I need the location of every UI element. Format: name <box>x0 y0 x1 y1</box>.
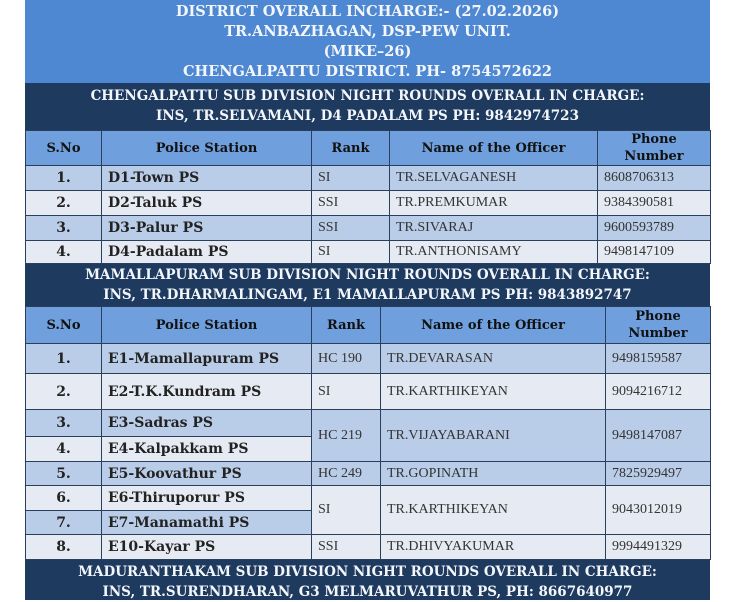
table-row: 6. E6-Thiruporur PS SI TR.KARTHIKEYAN 904301… <box>25 485 711 535</box>
station: D1-Town PS <box>101 165 312 191</box>
table-row: 8. E10-Kayar PS SSI TR.DHIVYAKUMAR 999449132… <box>25 534 711 560</box>
table-row: 4. D4-Padalam PS SI TR.ANTHONISAMY 949814710… <box>25 240 711 264</box>
rank: SSI <box>311 215 390 241</box>
section-header-maduranthakam: MADURANTHAKAM SUB DIVISION NIGHT ROUNDS … <box>25 560 710 600</box>
table-row: 4. E4-Kalpakkam PS <box>25 436 711 462</box>
district-header: DISTRICT OVERALL INCHARGE:- (27.02.2026)… <box>25 0 710 83</box>
phone: 9600593789 <box>597 215 711 241</box>
officer: TR.DHIVYAKUMAR <box>380 534 606 560</box>
rank: HC 249 <box>311 461 381 486</box>
station: D3-Palur PS <box>101 215 312 241</box>
phone: 9498159587 <box>605 343 711 374</box>
phone: 9498147109 <box>597 240 711 264</box>
mamallapuram-table: S.No Police Station Rank Name of the Office… <box>25 306 711 560</box>
header-line: TR.ANBAZHAGAN, DSP-PEW UNIT. <box>224 23 511 40</box>
col-name: Name of the Officer <box>380 306 606 344</box>
col-phone: Phone Number <box>597 130 711 166</box>
col-station: Police Station <box>101 306 312 344</box>
sno: 1. <box>25 343 102 374</box>
col-phone: Phone Number <box>605 306 711 344</box>
table-row: 2. E2-T.K.Kundram PS SI TR.KARTHIKEYAN 90942… <box>25 373 711 410</box>
rank: SI <box>311 485 381 535</box>
sno: 6. <box>25 485 102 511</box>
sno: 3. <box>25 409 102 437</box>
sno: 3. <box>25 215 102 241</box>
phone: 9094216712 <box>605 373 711 410</box>
officer: TR.DEVARASAN <box>380 343 606 374</box>
duty-roster: DISTRICT OVERALL INCHARGE:- (27.02.2026)… <box>25 0 711 600</box>
station: E7-Manamathi PS <box>101 510 312 535</box>
section-header-chengalpattu: CHENGALPATTU SUB DIVISION NIGHT ROUNDS O… <box>25 83 710 130</box>
sno: 1. <box>25 165 102 191</box>
station: D2-Taluk PS <box>101 190 312 216</box>
col-station: Police Station <box>101 130 312 166</box>
rank: HC 190 <box>311 343 381 374</box>
officer: TR.SELVAGANESH <box>389 165 598 191</box>
phone: 8608706313 <box>597 165 711 191</box>
officer: TR.PREMKUMAR <box>389 190 598 216</box>
officer: TR.VIJAYABARANI <box>380 409 606 462</box>
table-row: 2. D2-Taluk PS SSI TR.PREMKUMAR 9384390581 <box>25 190 711 216</box>
section-subtitle: INS, TR.DHARMALINGAM, E1 MAMALLAPURAM PS… <box>103 287 632 303</box>
sno: 5. <box>25 461 102 486</box>
col-sno: S.No <box>25 306 102 344</box>
station: E6-Thiruporur PS <box>101 485 312 511</box>
rank: HC 219 <box>311 409 381 462</box>
sno: 2. <box>25 190 102 216</box>
phone: 7825929497 <box>605 461 711 486</box>
officer: TR.KARTHIKEYAN <box>380 485 606 535</box>
section-subtitle: INS, TR.SURENDHARAN, G3 MELMARUVATHUR PS… <box>102 584 633 600</box>
station: E2-T.K.Kundram PS <box>101 373 312 410</box>
sno: 4. <box>25 436 102 462</box>
col-rank: Rank <box>311 306 381 344</box>
rank: SI <box>311 240 390 264</box>
col-rank: Rank <box>311 130 390 166</box>
officer: TR.ANTHONISAMY <box>389 240 598 264</box>
col-sno: S.No <box>25 130 102 166</box>
phone: 9384390581 <box>597 190 711 216</box>
table-row: 5. E5-Koovathur PS HC 249 TR.GOPINATH 782592… <box>25 461 711 486</box>
station: E4-Kalpakkam PS <box>101 436 312 462</box>
section-title: MAMALLAPURAM SUB DIVISION NIGHT ROUNDS O… <box>85 267 650 283</box>
header-line: (MIKE–26) <box>323 43 412 60</box>
table-row: 1. E1-Mamallapuram PS HC 190 TR.DEVARASAN 94… <box>25 343 711 374</box>
table-row: 1. D1-Town PS SI TR.SELVAGANESH 8608706313 <box>25 165 711 191</box>
section-title: MADURANTHAKAM SUB DIVISION NIGHT ROUNDS … <box>78 564 657 580</box>
sno: 2. <box>25 373 102 410</box>
header-line: DISTRICT OVERALL INCHARGE:- (27.02.2026) <box>175 3 560 20</box>
officer: TR.GOPINATH <box>380 461 606 486</box>
station: E3-Sadras PS <box>101 409 312 437</box>
section-subtitle: INS, TR.SELVAMANI, D4 PADALAM PS PH: 984… <box>156 108 579 124</box>
header-line: CHENGALPATTU DISTRICT. PH- 8754572622 <box>182 63 552 80</box>
station: D4-Padalam PS <box>101 240 312 264</box>
officer: TR.SIVARAJ <box>389 215 598 241</box>
phone: 9498147087 <box>605 409 711 462</box>
rank: SSI <box>311 190 390 216</box>
sno: 8. <box>25 534 102 560</box>
table-row: 3. D3-Palur PS SSI TR.SIVARAJ 9600593789 <box>25 215 711 241</box>
officer: TR.KARTHIKEYAN <box>380 373 606 410</box>
section-title: CHENGALPATTU SUB DIVISION NIGHT ROUNDS O… <box>90 88 645 104</box>
sno: 7. <box>25 510 102 535</box>
phone: 9043012019 <box>605 485 711 535</box>
rank: SI <box>311 373 381 410</box>
rank: SI <box>311 165 390 191</box>
station: E1-Mamallapuram PS <box>101 343 312 374</box>
station: E10-Kayar PS <box>101 534 312 560</box>
sno: 4. <box>25 240 102 264</box>
section-header-mamallapuram: MAMALLAPURAM SUB DIVISION NIGHT ROUNDS O… <box>25 264 710 306</box>
col-name: Name of the Officer <box>389 130 598 166</box>
chengalpattu-table: S.No Police Station Rank Name of the Office… <box>25 130 711 264</box>
table-row: 3. E3-Sadras PS HC 219 TR.VIJAYABARANI 94981… <box>25 409 711 462</box>
station: E5-Koovathur PS <box>101 461 312 486</box>
phone: 9994491329 <box>605 534 711 560</box>
rank: SSI <box>311 534 381 560</box>
